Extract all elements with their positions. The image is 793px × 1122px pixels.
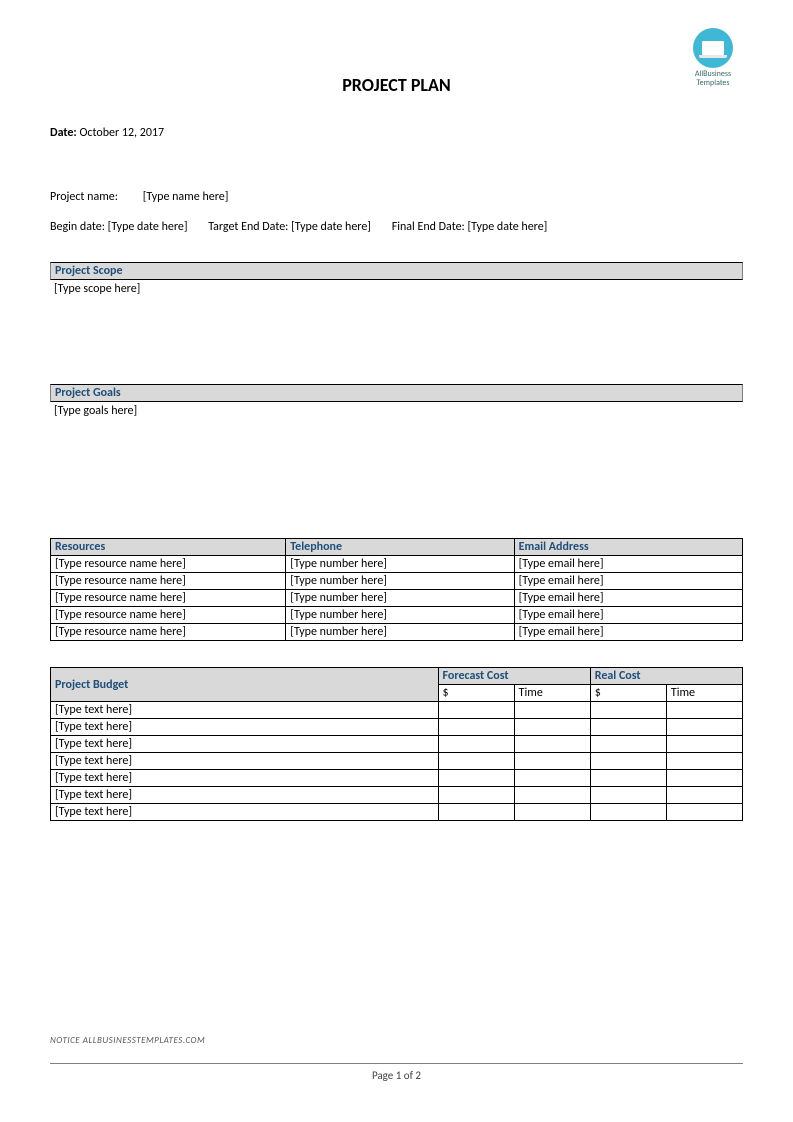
begin-date-value[interactable]: [Type date here] [108,220,188,234]
resources-cell[interactable]: [Type resource name here] [51,607,286,624]
resources-cell[interactable]: [Type number here] [286,556,514,573]
budget-cell[interactable] [666,787,742,804]
budget-cell[interactable] [666,804,742,821]
budget-cell[interactable] [666,719,742,736]
table-row: [Type text here] [51,804,743,821]
begin-date-label: Begin date: [50,220,105,234]
resources-cell[interactable]: [Type resource name here] [51,556,286,573]
resources-col-1: Telephone [286,539,514,556]
resources-cell[interactable]: [Type resource name here] [51,573,286,590]
resources-cell[interactable]: [Type number here] [286,607,514,624]
resources-cell[interactable]: [Type email here] [514,590,742,607]
budget-cell[interactable] [438,770,514,787]
table-row: [Type text here] [51,787,743,804]
target-end-label: Target End Date: [208,220,288,234]
date-row: Date: October 12, 2017 [50,126,743,140]
page-number: Page 1 of 2 [0,1069,793,1082]
project-name-label: Project name: [50,190,140,204]
table-row: [Type text here] [51,753,743,770]
brand-logo: AllBusiness Templates [693,28,733,88]
budget-cell[interactable] [514,702,590,719]
notice-text: NOTICE ALLBUSINESSTEMPLATES.COM [50,1035,205,1046]
budget-item-label[interactable]: [Type text here] [51,719,439,736]
final-end-value[interactable]: [Type date here] [467,220,547,234]
footer-divider [50,1063,743,1064]
logo-text-2: Templates [693,79,733,88]
budget-cell[interactable] [514,736,590,753]
scope-header: Project Scope [50,262,743,280]
resources-col-0: Resources [51,539,286,556]
budget-cell[interactable] [514,770,590,787]
goals-header: Project Goals [50,384,743,402]
table-row: [Type text here] [51,702,743,719]
budget-cell[interactable] [666,736,742,753]
budget-sub-real-time: Time [666,685,742,702]
resources-cell[interactable]: [Type number here] [286,573,514,590]
budget-cell[interactable] [438,702,514,719]
project-name-row: Project name: [Type name here] [50,190,743,204]
table-row: [Type resource name here][Type number he… [51,556,743,573]
budget-cell[interactable] [590,804,666,821]
budget-item-label[interactable]: [Type text here] [51,736,439,753]
budget-cell[interactable] [438,787,514,804]
budget-sub-real-dollar: $ [590,685,666,702]
resources-cell[interactable]: [Type email here] [514,607,742,624]
goals-body[interactable]: [Type goals here] [50,402,743,502]
budget-cell[interactable] [590,787,666,804]
budget-item-label[interactable]: [Type text here] [51,753,439,770]
resources-table: Resources Telephone Email Address [Type … [50,538,743,641]
resources-cell[interactable]: [Type number here] [286,624,514,641]
budget-cell[interactable] [666,770,742,787]
budget-cell[interactable] [514,787,590,804]
budget-table: Project Budget Forecast Cost Real Cost $… [50,667,743,821]
budget-item-label[interactable]: [Type text here] [51,770,439,787]
table-row: [Type resource name here][Type number he… [51,624,743,641]
budget-cell[interactable] [514,719,590,736]
budget-cell[interactable] [590,753,666,770]
resources-cell[interactable]: [Type resource name here] [51,624,286,641]
budget-cell[interactable] [438,736,514,753]
budget-cell[interactable] [590,719,666,736]
resources-cell[interactable]: [Type resource name here] [51,590,286,607]
table-row: [Type text here] [51,719,743,736]
date-value: October 12, 2017 [79,126,164,140]
budget-cell[interactable] [438,804,514,821]
resources-cell[interactable]: [Type email here] [514,624,742,641]
budget-cell[interactable] [438,719,514,736]
scope-body[interactable]: [Type scope here] [50,280,743,366]
dates-row: Begin date: [Type date here] Target End … [50,220,743,234]
target-end-value[interactable]: [Type date here] [291,220,371,234]
budget-cell[interactable] [666,702,742,719]
budget-sub-forecast-time: Time [514,685,590,702]
budget-header-forecast: Forecast Cost [438,668,590,685]
budget-item-label[interactable]: [Type text here] [51,804,439,821]
budget-cell[interactable] [514,753,590,770]
page-title: PROJECT PLAN [50,74,743,96]
budget-header-main: Project Budget [51,668,439,702]
budget-cell[interactable] [514,804,590,821]
budget-header-real: Real Cost [590,668,742,685]
table-row: [Type text here] [51,736,743,753]
budget-cell[interactable] [666,753,742,770]
budget-sub-forecast-dollar: $ [438,685,514,702]
resources-cell[interactable]: [Type number here] [286,590,514,607]
budget-cell[interactable] [590,736,666,753]
project-name-value[interactable]: [Type name here] [143,190,229,204]
budget-item-label[interactable]: [Type text here] [51,702,439,719]
resources-cell[interactable]: [Type email here] [514,573,742,590]
table-row: [Type resource name here][Type number he… [51,590,743,607]
table-row: [Type resource name here][Type number he… [51,607,743,624]
final-end-label: Final End Date: [392,220,465,234]
budget-cell[interactable] [590,770,666,787]
budget-item-label[interactable]: [Type text here] [51,787,439,804]
budget-cell[interactable] [590,702,666,719]
table-row: [Type text here] [51,770,743,787]
table-row: [Type resource name here][Type number he… [51,573,743,590]
resources-cell[interactable]: [Type email here] [514,556,742,573]
date-label: Date: [50,126,77,140]
resources-col-2: Email Address [514,539,742,556]
logo-icon [693,28,733,68]
budget-cell[interactable] [438,753,514,770]
